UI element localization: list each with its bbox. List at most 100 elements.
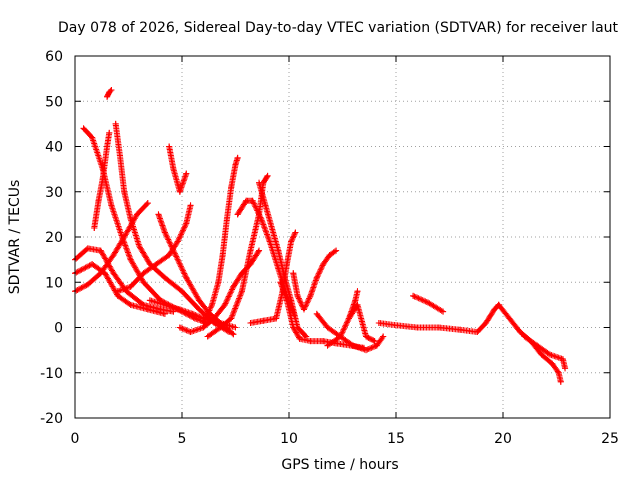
- data-point: [247, 247, 254, 254]
- data-point: [110, 270, 117, 277]
- series-arc-j: [166, 143, 190, 195]
- ticks: -20 -10 0 10 20 30 40 50 60 0 5 10 15 20 25: [40, 49, 619, 447]
- data-point: [183, 274, 190, 281]
- data-point: [84, 245, 91, 252]
- data-point: [230, 331, 237, 338]
- data-point: [161, 301, 168, 308]
- data-point: [89, 134, 96, 141]
- data-point: [112, 120, 119, 127]
- data-point: [127, 301, 134, 308]
- data-point: [146, 297, 153, 304]
- data-point: [134, 211, 141, 218]
- chart-title: Day 078 of 2026, Sidereal Day-to-day VTE…: [58, 20, 619, 36]
- data-point: [215, 279, 222, 286]
- data-point: [204, 333, 211, 340]
- data-point: [89, 261, 96, 268]
- data-point: [425, 299, 432, 306]
- data-point: [187, 329, 194, 336]
- data-point: [110, 252, 117, 259]
- data-point: [99, 175, 106, 182]
- x-tick-label: 20: [494, 431, 512, 447]
- data-point: [228, 315, 235, 322]
- data-point: [127, 283, 134, 290]
- series-arc-e: [91, 129, 113, 231]
- y-tick-label: 0: [54, 321, 63, 337]
- data-point: [333, 247, 340, 254]
- data-point: [144, 306, 151, 313]
- y-tick-label: 40: [45, 140, 63, 156]
- data-point: [393, 322, 399, 329]
- data-point: [273, 315, 280, 322]
- data-point: [538, 351, 545, 358]
- data-point: [196, 306, 203, 313]
- data-point: [140, 270, 147, 277]
- data-point: [482, 319, 489, 326]
- x-tick-label: 25: [601, 431, 619, 447]
- x-tick-label: 10: [280, 431, 298, 447]
- data-point: [352, 297, 359, 304]
- data-point: [161, 229, 168, 236]
- data-point: [80, 125, 87, 132]
- data-point: [363, 333, 370, 340]
- data-point: [95, 197, 102, 204]
- data-point: [108, 202, 115, 209]
- x-axis-label: GPS time / hours: [281, 457, 398, 473]
- data-point: [234, 154, 241, 161]
- data-point: [256, 179, 263, 186]
- series-arc-f: [104, 86, 115, 100]
- data-point: [108, 86, 115, 93]
- data-point: [354, 301, 361, 308]
- series-arc-z: [521, 333, 569, 372]
- data-point: [555, 369, 562, 376]
- data-point: [562, 365, 569, 372]
- data-point: [219, 252, 226, 259]
- data-point: [189, 310, 196, 317]
- data-point: [140, 279, 147, 286]
- data-point: [491, 306, 498, 313]
- data-point: [457, 326, 464, 333]
- plot-marks: [72, 86, 569, 385]
- data-point: [183, 170, 190, 177]
- data-point: [228, 184, 235, 191]
- data-point: [266, 238, 273, 245]
- data-point: [258, 215, 265, 222]
- data-point: [260, 317, 267, 324]
- series-arc-h: [114, 202, 194, 295]
- data-point: [249, 197, 256, 204]
- data-point: [371, 338, 378, 345]
- data-point: [517, 329, 524, 336]
- data-point: [557, 378, 564, 385]
- data-point: [435, 324, 442, 331]
- data-point: [345, 315, 352, 322]
- data-point: [230, 283, 237, 290]
- data-point: [84, 281, 91, 288]
- data-point: [262, 202, 269, 209]
- data-point: [294, 292, 301, 299]
- data-point: [217, 324, 224, 331]
- data-point: [264, 172, 271, 179]
- data-point: [121, 188, 128, 195]
- data-point: [97, 270, 104, 277]
- y-tick-label: 60: [45, 49, 63, 65]
- data-point: [375, 319, 382, 326]
- data-point: [506, 315, 513, 322]
- data-point: [187, 202, 194, 209]
- data-point: [283, 297, 290, 304]
- data-point: [183, 220, 190, 227]
- data-point: [290, 270, 297, 277]
- data-point: [166, 143, 173, 150]
- data-point: [363, 347, 370, 354]
- series-arc-q: [247, 229, 299, 326]
- data-point: [559, 356, 566, 363]
- series-arc-x: [410, 292, 447, 315]
- data-point: [161, 274, 168, 281]
- data-point: [320, 338, 327, 345]
- data-point: [268, 224, 275, 231]
- data-point: [176, 188, 183, 195]
- data-point: [119, 234, 126, 240]
- data-point: [155, 211, 162, 218]
- y-tick-label: -20: [40, 411, 63, 427]
- y-tick-label: 50: [45, 94, 63, 110]
- data-point: [97, 247, 104, 254]
